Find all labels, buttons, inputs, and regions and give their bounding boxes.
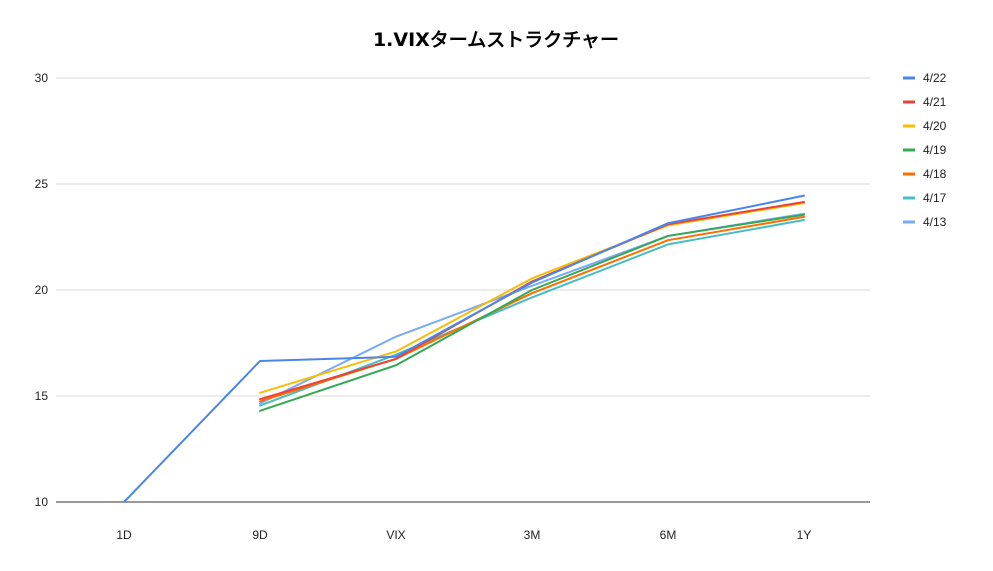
series-line-4-17 <box>259 219 805 407</box>
series-lines <box>123 194 805 503</box>
legend-label: 4/17 <box>923 191 947 205</box>
legend-label: 4/13 <box>923 215 947 229</box>
x-tick-label: VIX <box>386 528 405 542</box>
y-axis-ticks: 10 15 20 25 30 <box>35 71 49 509</box>
series-line-4-19 <box>259 213 805 412</box>
legend-label: 4/22 <box>923 71 947 85</box>
y-tick-label: 25 <box>35 177 49 191</box>
y-tick-label: 10 <box>35 495 49 509</box>
x-tick-label: 6M <box>660 528 677 542</box>
legend: 4/22 4/21 4/20 4/19 4/18 4/17 4/13 <box>903 71 947 229</box>
x-axis-ticks: 1D 9D VIX 3M 6M 1Y <box>116 528 811 542</box>
y-tick-label: 15 <box>35 389 49 403</box>
legend-label: 4/21 <box>923 95 947 109</box>
series-line-4-20 <box>259 202 805 394</box>
x-tick-label: 9D <box>252 528 268 542</box>
legend-label: 4/20 <box>923 119 947 133</box>
series-line-4-18 <box>259 215 805 403</box>
legend-label: 4/19 <box>923 143 947 157</box>
legend-label: 4/18 <box>923 167 947 181</box>
y-tick-label: 30 <box>35 71 49 85</box>
x-tick-label: 1D <box>116 528 132 542</box>
y-tick-label: 20 <box>35 283 49 297</box>
x-tick-label: 1Y <box>797 528 812 542</box>
series-line-4-22 <box>123 194 805 503</box>
x-tick-label: 3M <box>524 528 541 542</box>
chart-title: 1.VIXタームストラクチャー <box>373 29 619 51</box>
gridlines <box>56 77 870 503</box>
